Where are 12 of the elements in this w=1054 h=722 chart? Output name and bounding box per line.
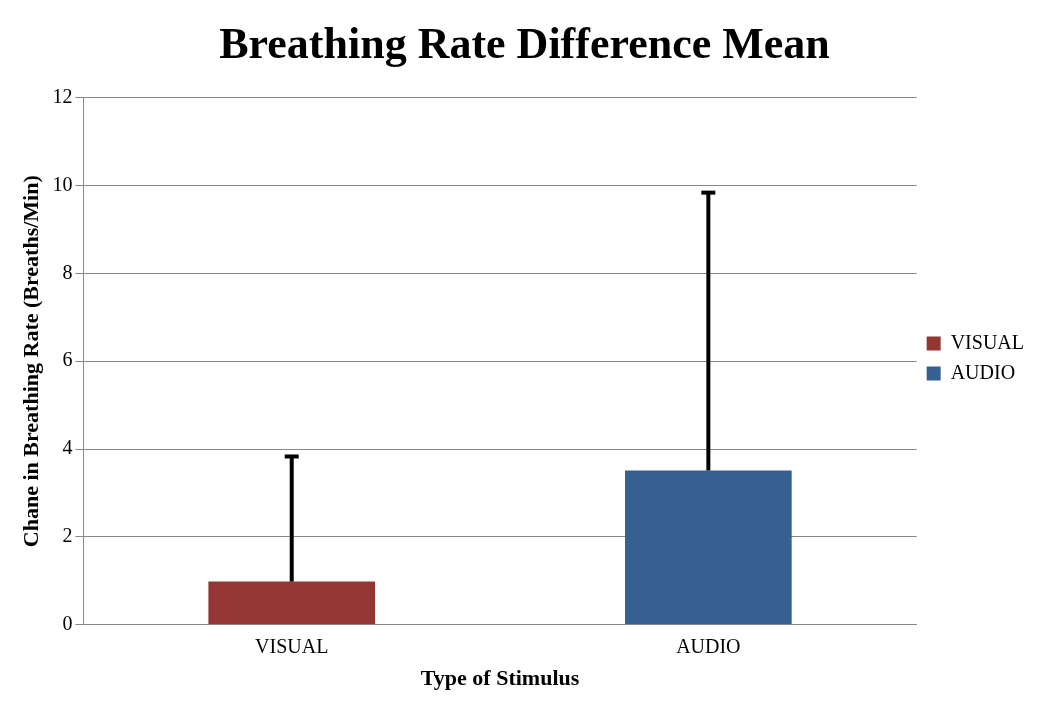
y-tick-label: 10 [52,172,73,195]
chart-title: Breathing Rate Difference Mean [219,18,830,68]
y-tick-label: 6 [62,348,73,371]
y-tick-label: 12 [52,85,73,108]
legend-label: AUDIO [950,360,1016,383]
y-tick-label: 2 [62,524,73,547]
y-axis-title: Chane in Breathing Rate (Breaths/Min) [17,175,43,548]
x-axis-title: Type of Stimulus [420,665,580,691]
y-tick-label: 0 [62,611,73,634]
legend-label: VISUAL [950,330,1025,353]
y-tick-label: 8 [62,260,73,283]
y-tick-label: 4 [62,436,73,459]
